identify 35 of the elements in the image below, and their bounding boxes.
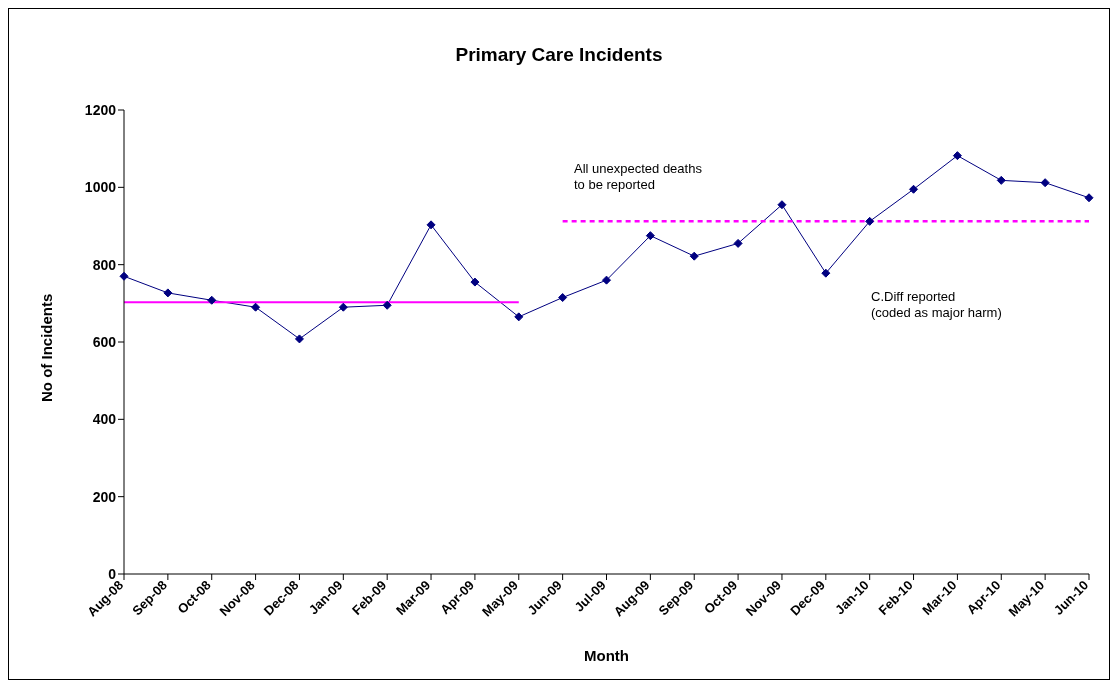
y-tick-label: 400: [92, 411, 117, 428]
point: [119, 271, 129, 281]
point: [909, 184, 919, 194]
point: [821, 268, 831, 278]
y-tick-label: 200: [92, 488, 117, 505]
point: [777, 200, 787, 210]
y-tick-label: 1200: [84, 101, 117, 118]
point: [689, 251, 699, 261]
point: [426, 220, 436, 230]
point: [952, 151, 962, 161]
point: [1040, 178, 1050, 188]
point: [733, 238, 743, 248]
point: [645, 231, 655, 241]
chart-title: Primary Care Incidents: [454, 44, 664, 66]
point: [996, 175, 1006, 185]
point: [163, 288, 173, 298]
point: [602, 275, 611, 285]
y-tick-label: 800: [92, 256, 117, 273]
annotation: C.Diff reported (coded as major harm): [871, 289, 1002, 321]
point: [865, 216, 875, 226]
y-tick-label: 1000: [84, 179, 117, 196]
x-axis-title: Month: [584, 647, 629, 664]
y-axis-title: No of Incidents: [38, 293, 56, 402]
point: [207, 295, 217, 305]
y-tick-label: 0: [108, 565, 117, 582]
point: [514, 312, 524, 322]
point: [294, 334, 304, 344]
point: [251, 302, 261, 312]
point: [558, 293, 568, 303]
y-tick-label: 600: [92, 333, 117, 350]
point: [470, 277, 480, 287]
point: [1084, 193, 1094, 203]
annotation: All unexpected deaths to be reported: [574, 161, 702, 193]
point: [338, 302, 348, 312]
point: [382, 300, 392, 310]
